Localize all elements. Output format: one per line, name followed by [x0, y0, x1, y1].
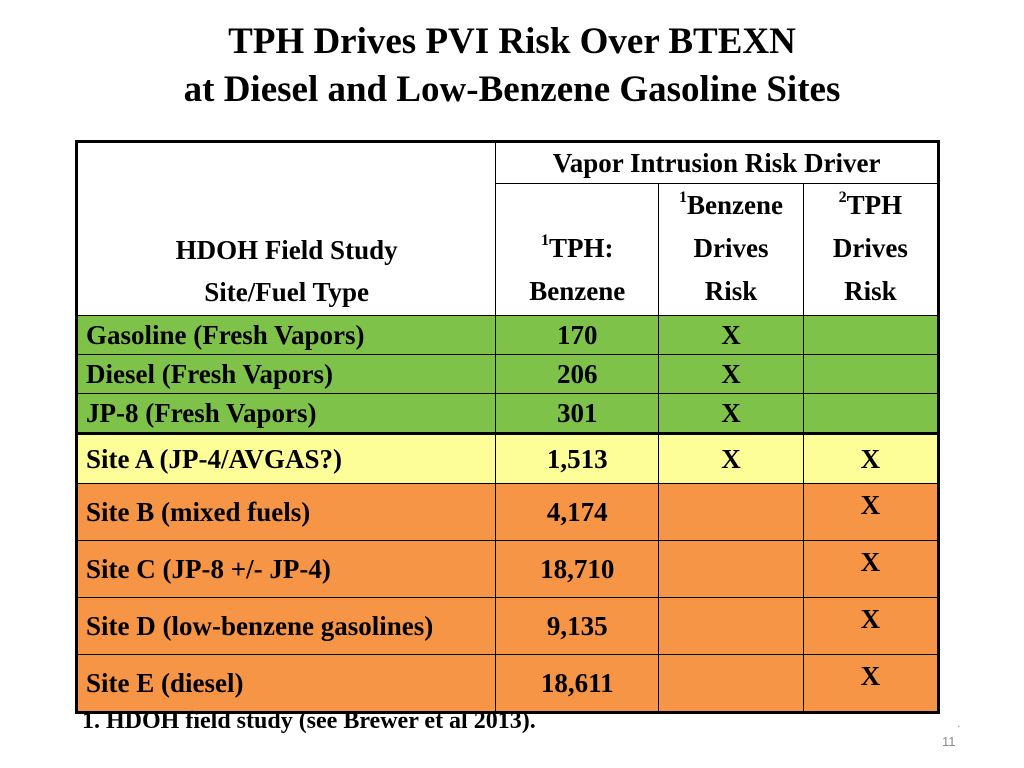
- header-tph-benzene: 1TPH: Benzene: [495, 183, 660, 316]
- header-tphrisk-line-1: TPH: [846, 190, 903, 220]
- header-study-line-1: HDOH Field Study: [175, 235, 398, 265]
- footnote-marker: 2: [838, 189, 847, 206]
- header-vapor-intrusion-risk-driver: Vapor Intrusion Risk Driver: [495, 141, 939, 184]
- row-site-name: Site D (low-benzene gasolines): [75, 597, 497, 655]
- row-site-name: Site C (JP-8 +/- JP-4): [75, 540, 497, 598]
- footnote-marker: 1: [540, 232, 549, 249]
- header-benzene-drives-risk: 1Benzene Drives Risk: [658, 183, 804, 316]
- row-tph-risk-mark: X: [802, 433, 940, 484]
- title-line-2: at Diesel and Low-Benzene Gasoline Sites: [183, 69, 841, 110]
- header-study-line-2: Site/Fuel Type: [204, 277, 369, 307]
- row-site-name: Site A (JP-4/AVGAS?): [75, 433, 497, 484]
- row-benzene-risk-mark: [658, 483, 804, 541]
- row-benzene-risk-mark: X: [658, 315, 804, 355]
- risk-driver-table: HDOH Field Study Site/Fuel Type Vapor In…: [75, 140, 940, 714]
- header-tph-drives-risk: 2TPH Drives Risk: [802, 183, 940, 316]
- row-benzene-risk-mark: [658, 597, 804, 655]
- row-site-name: Diesel (Fresh Vapors): [75, 354, 497, 394]
- row-tph-risk-mark: [802, 393, 940, 434]
- row-tph-benzene-ratio: 301: [495, 393, 660, 434]
- row-site-name: Site B (mixed fuels): [75, 483, 497, 541]
- row-benzene-risk-mark: [658, 540, 804, 598]
- row-benzene-risk-mark: [658, 654, 804, 713]
- row-benzene-risk-mark: X: [658, 433, 804, 484]
- row-tph-benzene-ratio: 9,135: [495, 597, 660, 655]
- table-row: Site D (low-benzene gasolines) 9,135 X: [75, 597, 940, 655]
- table-row: Gasoline (Fresh Vapors) 170 X: [75, 315, 940, 355]
- row-tph-risk-mark: X: [802, 483, 940, 541]
- row-tph-benzene-ratio: 18,710: [495, 540, 660, 598]
- row-site-name: Gasoline (Fresh Vapors): [75, 315, 497, 355]
- header-benzene-line-2: Drives: [693, 233, 769, 263]
- slide-mark: .: [957, 716, 961, 730]
- table-row: Site B (mixed fuels) 4,174 X: [75, 483, 940, 541]
- title-line-1: TPH Drives PVI Risk Over BTEXN: [228, 21, 796, 62]
- row-tph-risk-mark: X: [802, 597, 940, 655]
- row-site-name: JP-8 (Fresh Vapors): [75, 393, 497, 434]
- row-tph-risk-mark: X: [802, 654, 940, 713]
- row-tph-benzene-ratio: 18,611: [495, 654, 660, 713]
- footnote-marker: 1: [679, 189, 688, 206]
- row-benzene-risk-mark: X: [658, 354, 804, 394]
- header-tphrisk-line-2: Drives: [832, 233, 908, 263]
- header-site-fuel-type: HDOH Field Study Site/Fuel Type: [75, 141, 497, 316]
- table-row: Site A (JP-4/AVGAS?) 1,513 X X: [75, 433, 940, 484]
- table-row: Site E (diesel) 18,611 X: [75, 654, 940, 713]
- table-row: JP-8 (Fresh Vapors) 301 X: [75, 393, 940, 434]
- header-benzene-line-1: Benzene: [687, 190, 783, 220]
- table-row: Site C (JP-8 +/- JP-4) 18,710 X: [75, 540, 940, 598]
- row-tph-benzene-ratio: 1,513: [495, 433, 660, 484]
- header-tph-line-2: Benzene: [529, 276, 626, 306]
- header-tph-line-1: TPH:: [548, 233, 614, 263]
- row-tph-risk-mark: [802, 354, 940, 394]
- header-benzene-line-3: Risk: [704, 276, 758, 306]
- slide-number: 11: [942, 734, 956, 749]
- row-tph-risk-mark: [802, 315, 940, 355]
- row-site-name: Site E (diesel): [75, 654, 497, 713]
- row-benzene-risk-mark: X: [658, 393, 804, 434]
- row-tph-benzene-ratio: 170: [495, 315, 660, 355]
- header-tphrisk-line-3: Risk: [844, 276, 897, 306]
- row-tph-benzene-ratio: 206: [495, 354, 660, 394]
- row-tph-benzene-ratio: 4,174: [495, 483, 660, 541]
- table-row: Diesel (Fresh Vapors) 206 X: [75, 354, 940, 394]
- footnote: 1. HDOH field study (see Brewer et al 20…: [82, 708, 536, 734]
- slide-title: TPH Drives PVI Risk Over BTEXN at Diesel…: [0, 18, 1024, 114]
- row-tph-risk-mark: X: [802, 540, 940, 598]
